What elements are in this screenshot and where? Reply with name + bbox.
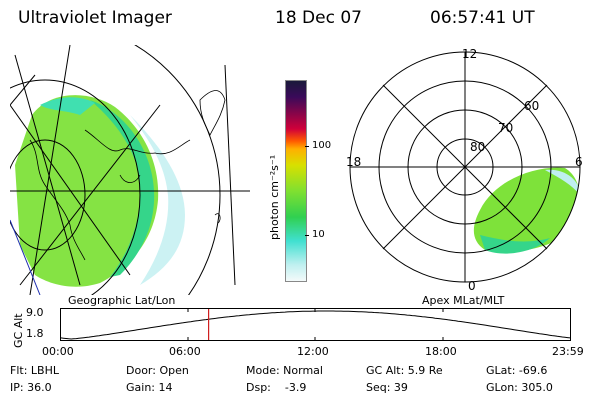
geographic-map — [10, 45, 250, 295]
colorbar-unit-label: photon cm⁻²s⁻¹ — [268, 154, 281, 240]
info-gain: Gain: 14 — [126, 381, 173, 394]
timeline-tick-1800: 18:00 — [425, 345, 457, 358]
info-glon: GLon: 305.0 — [486, 381, 553, 394]
info-gcalt: GC Alt: 5.9 Re — [366, 364, 443, 377]
timeline-tick-2359: 23:59 — [552, 345, 584, 358]
mlt-label-18: 18 — [346, 155, 361, 169]
info-flt: Flt: LBHL — [10, 364, 59, 377]
geo-panel-label: Geographic Lat/Lon — [68, 294, 176, 307]
header-date: 18 Dec 07 — [275, 8, 362, 28]
mlt-label-6: 6 — [575, 155, 583, 169]
mlat-label-80: 80 — [470, 140, 485, 154]
apex-polar-plot: 12 18 6 0 80 70 60 — [346, 47, 583, 293]
info-dsp: Dsp: -3.9 — [246, 381, 307, 394]
colorbar — [285, 80, 307, 282]
timeline-tick-1200: 12:00 — [297, 345, 329, 358]
colorbar-label-100: 100 — [312, 140, 332, 151]
info-mode: Mode: Normal — [246, 364, 323, 377]
timeline-ymax: 9.0 — [26, 306, 44, 319]
timeline-ymin: 1.8 — [26, 327, 44, 340]
info-glat: GLat: -69.6 — [486, 364, 548, 377]
info-door: Door: Open — [126, 364, 189, 377]
mlt-label-0: 0 — [468, 279, 476, 293]
instrument-title: Ultraviolet Imager — [18, 8, 172, 28]
mlt-label-12: 12 — [462, 47, 477, 61]
colorbar-tick-10 — [305, 235, 309, 236]
apex-panel-label: Apex MLat/MLT — [422, 294, 505, 307]
apex-emission-region — [473, 167, 580, 252]
timeline-tick-0000: 00:00 — [42, 345, 74, 358]
mlat-label-60: 60 — [524, 99, 539, 113]
timeline-ylabel: GC Alt — [12, 313, 25, 348]
info-ip: IP: 36.0 — [10, 381, 52, 394]
timeline-tick-0600: 06:00 — [169, 345, 201, 358]
info-seq: Seq: 39 — [366, 381, 408, 394]
mlat-label-70: 70 — [498, 121, 513, 135]
header-time: 06:57:41 UT — [430, 8, 535, 28]
colorbar-label-10: 10 — [312, 229, 325, 240]
altitude-timeline — [60, 308, 571, 341]
colorbar-tick-100 — [305, 146, 309, 147]
